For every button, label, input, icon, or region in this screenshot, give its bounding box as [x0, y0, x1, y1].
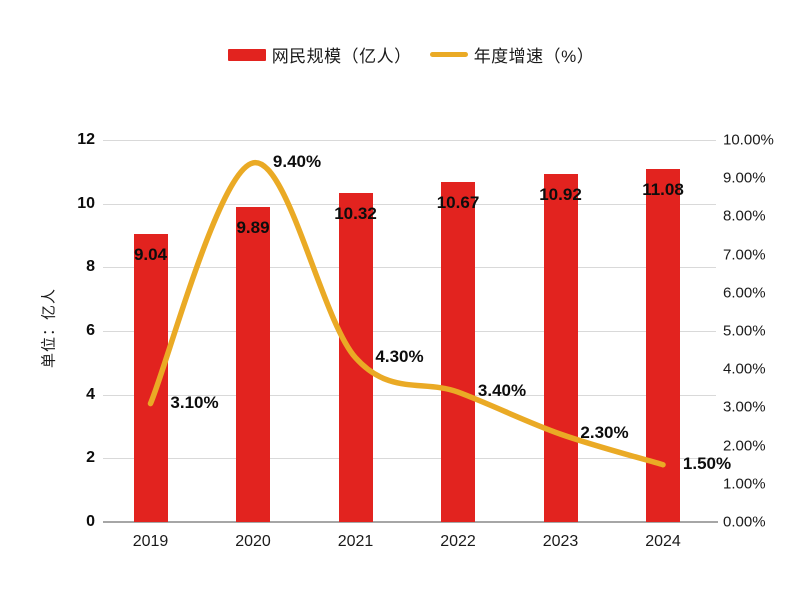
bar-2021	[338, 193, 373, 522]
line-value-2020: 9.40%	[272, 151, 322, 171]
left-tick-2: 2	[86, 449, 95, 467]
right-tick-1.00%: 1.00%	[723, 475, 766, 493]
growth-line-path	[147, 160, 666, 468]
line-value-2022: 3.40%	[477, 381, 527, 401]
right-tick-4.00%: 4.00%	[723, 360, 766, 378]
right-tick-6.00%: 6.00%	[723, 284, 766, 302]
right-tick-2.00%: 2.00%	[723, 437, 766, 455]
bar-value-2020: 9.89	[236, 218, 270, 238]
bar-value-2019: 9.04	[133, 245, 168, 265]
legend: 网民规模（亿人） 年度增速（%）	[0, 42, 792, 67]
x-tick-2022: 2022	[440, 533, 476, 550]
bar-2020	[236, 207, 270, 522]
gridline-2	[103, 458, 716, 460]
bar-value-2023: 10.92	[539, 185, 582, 205]
bar-value-2022: 10.67	[436, 193, 480, 213]
right-tick-10.00%: 10.00%	[723, 131, 774, 149]
bar-value-2021: 10.32	[334, 204, 377, 224]
gridline-10	[103, 203, 716, 205]
right-tick-7.00%: 7.00%	[723, 246, 766, 264]
line-value-2021: 4.30%	[375, 346, 424, 366]
x-axis-baseline	[103, 521, 718, 523]
left-tick-10: 10	[77, 194, 95, 212]
right-tick-3.00%: 3.00%	[723, 398, 766, 416]
gridline-8	[103, 267, 716, 269]
line-value-2023: 2.30%	[580, 423, 629, 443]
x-tick-2020: 2020	[235, 533, 271, 550]
left-tick-4: 4	[86, 385, 95, 403]
legend-label-line-series: 年度增速（%）	[473, 47, 595, 66]
bar-2024	[646, 169, 680, 522]
line-series-swatch	[429, 52, 468, 57]
line-value-2019: 3.10%	[170, 392, 219, 412]
bar-series-swatch	[227, 48, 266, 61]
legend-label-bar-series: 网民规模（亿人）	[271, 47, 412, 66]
bar-value-2024: 11.08	[642, 180, 684, 200]
left-axis-title: 单位：亿人	[40, 287, 58, 369]
left-tick-0: 0	[86, 513, 95, 530]
left-tick-6: 6	[86, 322, 95, 339]
x-tick-2021: 2021	[337, 533, 374, 550]
x-tick-2024: 2024	[645, 533, 681, 550]
left-tick-12: 12	[77, 131, 95, 148]
legend-item-line-series: 年度增速（%）	[429, 42, 595, 67]
right-tick-8.00%: 8.00%	[723, 207, 766, 225]
x-tick-2023: 2023	[542, 533, 579, 550]
right-tick-0.00%: 0.00%	[723, 513, 766, 531]
gridline-12	[103, 140, 716, 141]
bar-2023	[543, 174, 578, 522]
x-tick-2019: 2019	[132, 533, 169, 550]
gridline-6	[103, 331, 716, 332]
left-tick-8: 8	[86, 258, 95, 276]
right-tick-5.00%: 5.00%	[723, 322, 766, 340]
right-tick-9.00%: 9.00%	[723, 169, 766, 187]
legend-item-bar-series: 网民规模（亿人）	[227, 42, 412, 67]
line-value-2024: 1.50%	[682, 453, 732, 473]
bar-2022	[441, 182, 475, 522]
bar-2019	[133, 234, 168, 522]
